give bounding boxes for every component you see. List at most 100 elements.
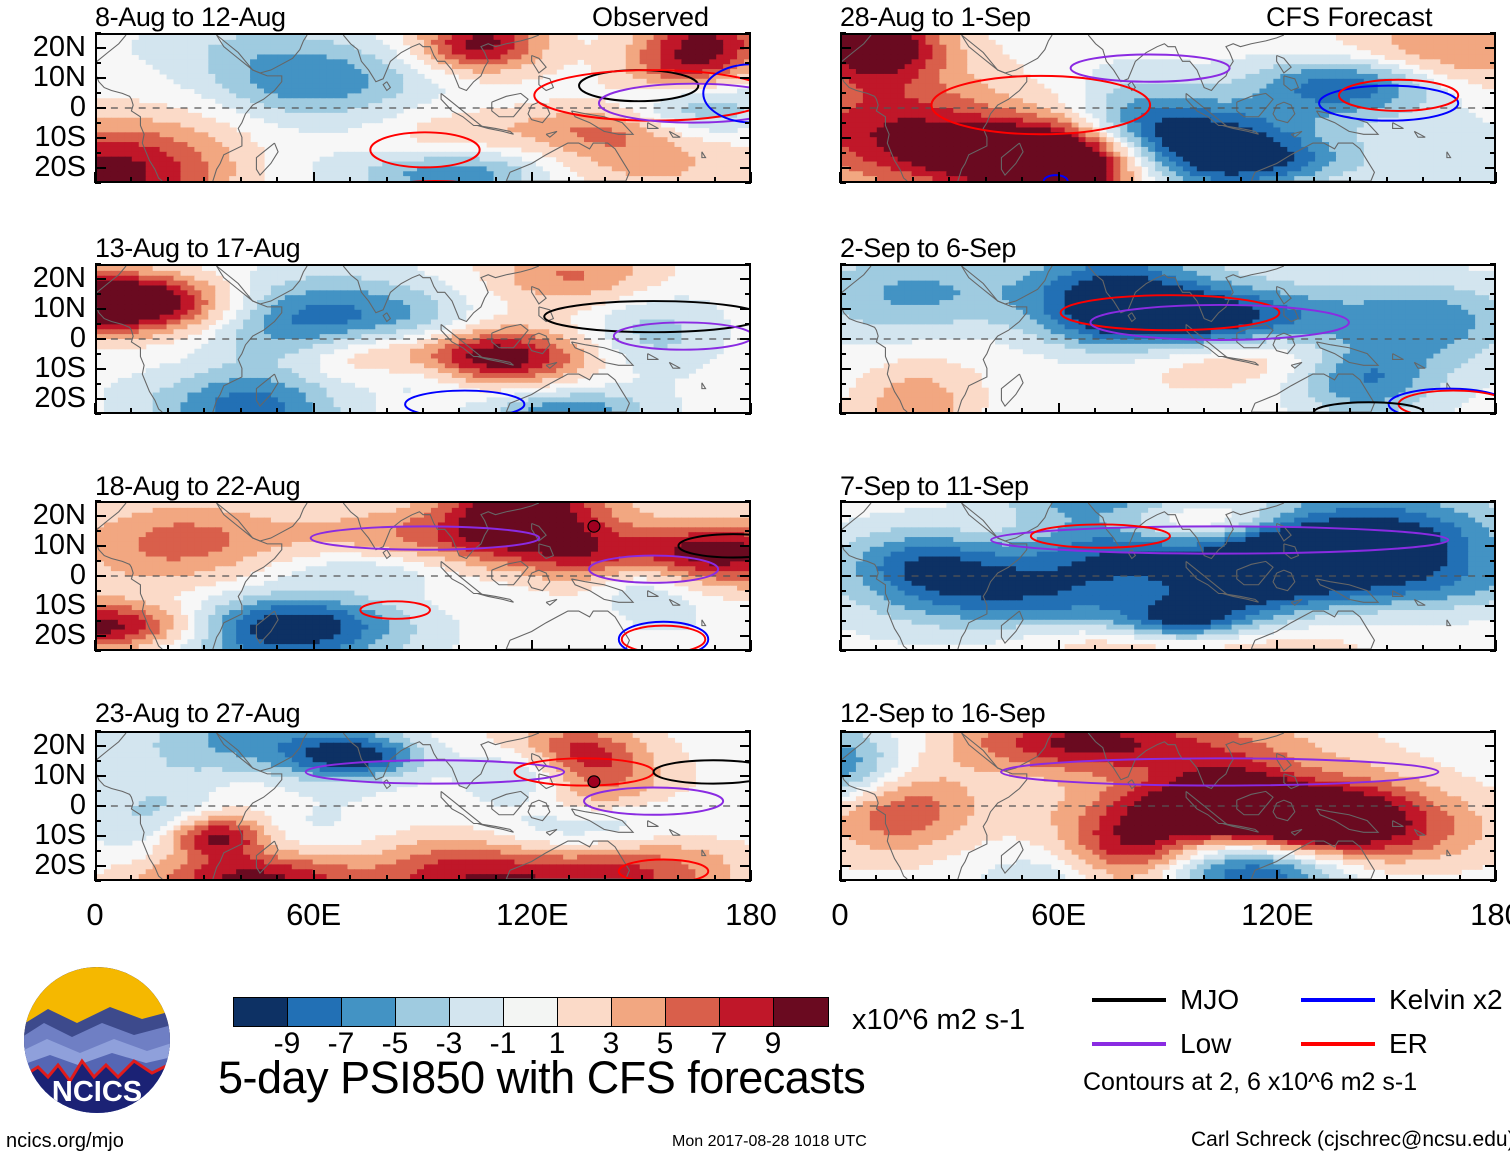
y-axis-label: 20N xyxy=(32,262,86,294)
y-axis-label: 0 xyxy=(69,91,86,123)
y-tick xyxy=(95,850,101,852)
map-panel-p7[interactable] xyxy=(840,501,1496,651)
y-tick xyxy=(1490,880,1496,882)
x-tick xyxy=(312,172,315,183)
y-tick xyxy=(95,620,101,622)
y-tick xyxy=(95,47,106,49)
panel-title: 13-Aug to 17-Aug xyxy=(95,233,301,263)
coastline xyxy=(477,822,514,833)
coastline xyxy=(1185,560,1228,595)
legend-label-kelvin: Kelvin x2 xyxy=(1389,984,1503,1015)
x-tick xyxy=(677,875,680,881)
y-tick xyxy=(840,745,851,747)
y-tick xyxy=(745,122,751,124)
coastline xyxy=(527,569,551,592)
coastline xyxy=(545,130,558,138)
x-tick xyxy=(494,177,497,183)
y-tick xyxy=(745,730,751,732)
x-tick xyxy=(166,408,169,414)
map-panel-p1[interactable] xyxy=(95,33,751,183)
wave-contour xyxy=(652,759,749,785)
y-tick xyxy=(1485,775,1496,777)
x-tick xyxy=(276,177,279,183)
panel-title: 7-Sep to 11-Sep xyxy=(840,471,1029,501)
y-tick xyxy=(745,560,751,562)
x-tick xyxy=(203,645,206,651)
x-tick xyxy=(94,640,96,651)
map-panel-p6[interactable] xyxy=(840,264,1496,414)
x-tick xyxy=(385,177,388,183)
x-axis-label: 0 xyxy=(831,897,849,932)
x-tick xyxy=(567,645,570,651)
x-tick xyxy=(1458,177,1461,183)
y-tick xyxy=(1485,805,1496,807)
coastline xyxy=(1185,323,1228,358)
map-panel-p4[interactable] xyxy=(95,731,751,881)
coastline xyxy=(1222,355,1259,366)
y-tick xyxy=(1490,530,1496,532)
x-tick xyxy=(911,177,914,183)
x-tick xyxy=(312,640,315,651)
y-tick xyxy=(95,92,101,94)
x-tick xyxy=(567,408,570,414)
y-axis-label: 10N xyxy=(32,61,86,93)
y-tick xyxy=(840,730,846,732)
map-field xyxy=(842,266,1494,412)
map-field xyxy=(97,35,749,181)
x-tick xyxy=(1422,408,1425,414)
y-tick xyxy=(840,545,851,547)
x-tick xyxy=(130,645,133,651)
coastline xyxy=(957,503,1028,649)
coastline xyxy=(97,35,163,181)
coastline xyxy=(842,733,908,879)
coastline xyxy=(545,828,558,836)
legend-label-er: ER xyxy=(1389,1028,1428,1059)
y-tick xyxy=(740,107,751,109)
map-panel-p3[interactable] xyxy=(95,501,751,651)
x-tick xyxy=(750,172,752,183)
x-tick xyxy=(531,870,534,881)
x-tick xyxy=(203,408,206,414)
map-panel-p8[interactable] xyxy=(840,731,1496,881)
y-tick xyxy=(95,308,106,310)
y-tick xyxy=(840,820,846,822)
coastline xyxy=(961,35,1053,74)
y-tick xyxy=(840,850,846,852)
colorbar-swatch xyxy=(504,998,558,1026)
y-tick xyxy=(1490,560,1496,562)
x-tick xyxy=(422,645,424,651)
x-tick xyxy=(1021,177,1024,183)
coastline xyxy=(505,142,631,181)
y-tick xyxy=(1490,413,1496,415)
coastline xyxy=(1185,790,1228,825)
coastline xyxy=(538,306,555,323)
x-tick xyxy=(1057,403,1060,414)
x-tick xyxy=(1130,177,1133,183)
coastline xyxy=(1392,122,1404,129)
map-panel-p5[interactable] xyxy=(840,33,1496,183)
panel-title: 18-Aug to 22-Aug xyxy=(95,471,301,501)
y-tick xyxy=(95,77,106,79)
y-tick xyxy=(840,47,851,49)
coastline xyxy=(477,592,514,603)
coastline xyxy=(255,840,279,875)
footer-left[interactable]: ncics.org/mjo xyxy=(6,1130,124,1152)
x-tick xyxy=(984,177,987,183)
y-tick xyxy=(1485,47,1496,49)
y-tick xyxy=(840,107,851,109)
y-tick xyxy=(1490,92,1496,94)
x-tick xyxy=(130,408,133,414)
coastline xyxy=(668,828,681,836)
coastline xyxy=(97,733,163,879)
x-tick xyxy=(1203,875,1206,881)
logo-text: NCICS xyxy=(52,1076,142,1108)
coastline xyxy=(571,808,635,833)
coastline xyxy=(216,733,308,772)
coastline xyxy=(957,35,1028,181)
x-tick xyxy=(567,177,570,183)
x-tick xyxy=(1094,875,1097,881)
y-tick xyxy=(1485,835,1496,837)
map-panel-p2[interactable] xyxy=(95,264,751,414)
wave-contour xyxy=(620,624,707,649)
wave-contour xyxy=(612,321,749,351)
